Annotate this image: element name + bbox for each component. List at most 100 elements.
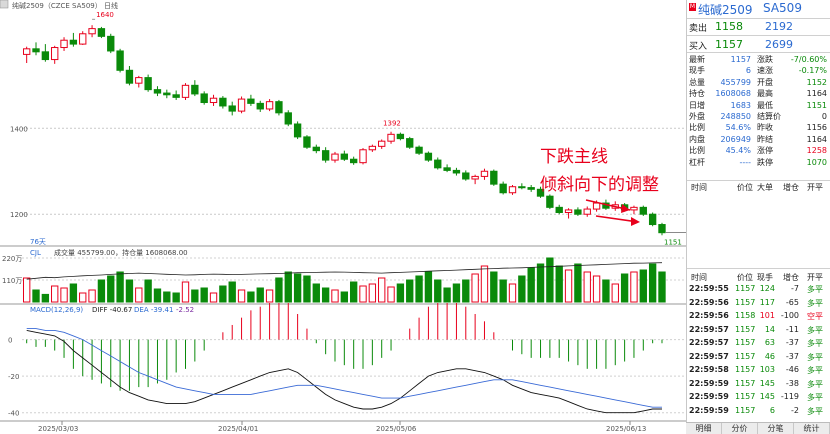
candle bbox=[434, 157, 442, 170]
macd-title: MACD(12,26,9) bbox=[30, 306, 83, 314]
volume-bar bbox=[88, 289, 96, 303]
volume-bar bbox=[97, 279, 106, 303]
candle bbox=[125, 66, 134, 86]
stat-value: 1156 bbox=[806, 123, 827, 133]
tick-row: 22:59:59 1157 6 -2 多平 bbox=[687, 406, 830, 419]
macd-dea-label: DEA -39.41 bbox=[134, 306, 173, 314]
candle bbox=[462, 170, 470, 181]
tick-type: 多平 bbox=[807, 339, 823, 348]
candle bbox=[452, 167, 461, 176]
window-control-icon bbox=[0, 0, 9, 9]
candle-body bbox=[163, 92, 171, 96]
candle bbox=[135, 75, 143, 88]
candle bbox=[564, 208, 573, 219]
tab-trade[interactable]: 分笔 bbox=[758, 423, 794, 434]
tick-volume: 145 bbox=[759, 378, 775, 388]
stat-value: 206949 bbox=[720, 134, 751, 144]
candle bbox=[349, 156, 358, 165]
tab-price[interactable]: 分价 bbox=[722, 423, 758, 434]
candle-body bbox=[658, 224, 666, 234]
candle-body bbox=[555, 206, 563, 214]
stat-label: 比例 bbox=[689, 123, 705, 133]
tick-oi-change: -37 bbox=[785, 338, 799, 347]
candle-body bbox=[22, 48, 31, 55]
volume-bar bbox=[237, 289, 246, 303]
tick-price: 1157 bbox=[735, 405, 756, 415]
candle-body bbox=[406, 138, 414, 148]
volume-bar bbox=[462, 279, 470, 303]
volume-bar bbox=[284, 271, 292, 303]
chart-title: 纯碱2509（CZCE SA509） 日线 bbox=[12, 1, 118, 10]
stat-label: 速涨 bbox=[757, 66, 773, 76]
bid-price: 1157 bbox=[715, 38, 743, 51]
volume-bar bbox=[480, 265, 489, 303]
volume-bar bbox=[181, 281, 190, 303]
volume-bar bbox=[406, 279, 414, 303]
price-low-label: 1151 bbox=[664, 238, 682, 246]
candle bbox=[527, 185, 535, 192]
volume-bar bbox=[583, 271, 591, 303]
stat-label: 涨跌 bbox=[757, 55, 773, 64]
tick-row: 22:59:55 1157 124 -7 多平 bbox=[687, 284, 830, 297]
volume-bar bbox=[144, 279, 152, 303]
volume-bar bbox=[424, 271, 433, 303]
volume-bar bbox=[602, 279, 610, 303]
candle bbox=[97, 26, 106, 39]
volume-bar bbox=[490, 271, 498, 303]
xaxis-tick-label: 2025/04/01 bbox=[218, 425, 258, 433]
tick-type: 多平 bbox=[807, 352, 823, 362]
contract-name: 纯碱2509 bbox=[698, 3, 753, 17]
tick-type: 空平 bbox=[807, 312, 823, 321]
stat-value: 1164 bbox=[806, 89, 827, 99]
candle-body bbox=[88, 28, 96, 35]
candle-body bbox=[564, 209, 573, 214]
candle bbox=[88, 25, 96, 38]
candle bbox=[443, 164, 451, 173]
macd-tick-label: -40 bbox=[8, 410, 19, 418]
candle bbox=[163, 89, 171, 99]
volume-bar bbox=[452, 283, 461, 303]
volume-bar bbox=[153, 288, 162, 303]
stat-value: 248850 bbox=[720, 112, 751, 121]
volume-bar bbox=[518, 275, 526, 303]
volume-bar bbox=[265, 289, 274, 303]
tick-oi-change: -37 bbox=[785, 351, 799, 361]
candle bbox=[293, 121, 302, 140]
tick-oi-change: -7 bbox=[791, 284, 799, 293]
stat-label: 最高 bbox=[757, 89, 773, 99]
annotation-line1: 下跌主线 bbox=[540, 147, 608, 167]
candle bbox=[424, 151, 433, 162]
tab-detail[interactable]: 明细 bbox=[686, 423, 722, 434]
candle bbox=[508, 185, 517, 195]
candle-body bbox=[592, 202, 601, 210]
candle bbox=[359, 148, 367, 165]
candle bbox=[331, 151, 339, 163]
candle bbox=[378, 139, 386, 149]
candle bbox=[471, 174, 479, 185]
volume-bar bbox=[555, 265, 563, 303]
quote-panel: M 纯碱2509 SA509 卖出 1158 2192 买入 1157 2699 最新 1157 涨跌… bbox=[686, 0, 830, 434]
candle bbox=[658, 222, 666, 236]
candle-body bbox=[378, 140, 386, 147]
tick-type: 多平 bbox=[807, 366, 823, 375]
candle-body bbox=[181, 84, 190, 98]
candle bbox=[191, 80, 199, 97]
stat-label: 昨结 bbox=[757, 134, 773, 144]
tick-time: 22:59:59 bbox=[689, 392, 729, 401]
volume-bar bbox=[546, 257, 554, 303]
tick-volume: 145 bbox=[759, 392, 775, 401]
xaxis-tick-label: 2025/03/03 bbox=[38, 425, 78, 433]
xaxis-tick-label: 2025/06/13 bbox=[606, 425, 646, 433]
candle bbox=[555, 204, 563, 215]
stat-value: 1164 bbox=[806, 134, 827, 144]
candle bbox=[387, 131, 395, 144]
candle-body bbox=[359, 149, 367, 164]
tab-stats[interactable]: 统计 bbox=[794, 423, 830, 434]
candle-body bbox=[462, 172, 470, 180]
volume-bar bbox=[331, 289, 339, 303]
stat-label: 现手 bbox=[689, 66, 705, 76]
candle-body bbox=[200, 93, 208, 104]
candle bbox=[648, 212, 657, 227]
candle bbox=[237, 96, 246, 114]
